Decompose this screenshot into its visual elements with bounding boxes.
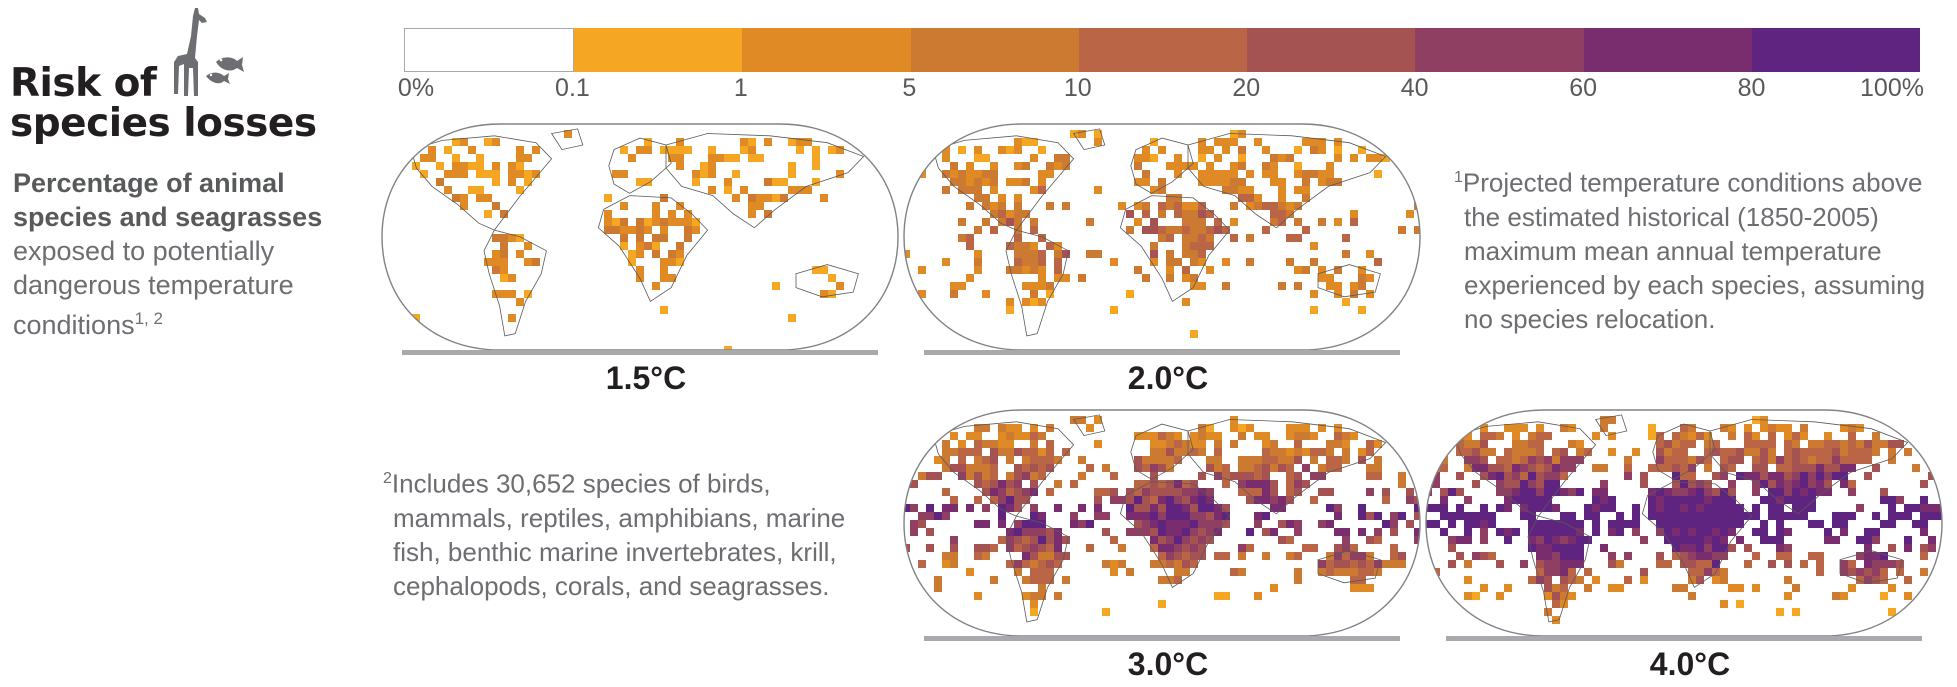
legend-tick-label: 60 bbox=[1569, 74, 1598, 102]
legend-color-bar bbox=[404, 28, 1920, 72]
legend-tick-label: 1 bbox=[733, 74, 748, 102]
legend-tick-label: 0.1 bbox=[555, 74, 590, 102]
map-baseline bbox=[402, 350, 878, 355]
legend-tick-label: 0% bbox=[397, 74, 435, 102]
world-map bbox=[381, 123, 899, 351]
footnote-2-marker: 2 bbox=[383, 470, 392, 487]
warming-level-label: 1.5°C bbox=[605, 360, 687, 396]
footnote-2: 2Includes 30,652 species of birds, mamma… bbox=[383, 462, 845, 603]
page-title: Risk of species losses bbox=[10, 64, 317, 144]
legend-tick-label: 20 bbox=[1232, 74, 1261, 102]
title-line-2: species losses bbox=[10, 101, 317, 146]
world-map bbox=[903, 409, 1421, 637]
title-line-1: Risk of bbox=[10, 61, 157, 106]
subtitle-line-3: exposed to potentially bbox=[13, 236, 275, 266]
legend-swatch bbox=[910, 28, 1079, 72]
footnote-1-line-2: the estimated historical (1850-2005) bbox=[1464, 201, 1879, 232]
map-baseline bbox=[924, 350, 1400, 355]
subtitle-bold-line-2: species and seagrasses bbox=[13, 202, 323, 232]
footnote-1-line-1: 1Projected temperature conditions above bbox=[1454, 161, 1925, 200]
map-description: Percentage of animal species and seagras… bbox=[13, 166, 343, 342]
footnote-2-line-3: fish, benthic marine invertebrates, kril… bbox=[393, 536, 837, 567]
warming-level-label: 3.0°C bbox=[1127, 646, 1209, 682]
footnote-1-marker: 1 bbox=[1454, 169, 1463, 186]
legend-swatch bbox=[1247, 28, 1416, 72]
legend-tick-label: 80 bbox=[1737, 74, 1766, 102]
footnote-1-line-3: maximum mean annual temperature bbox=[1464, 235, 1882, 266]
legend-tick-label: 40 bbox=[1400, 74, 1429, 102]
footnote-1-line-4: experienced by each species, assuming bbox=[1464, 269, 1926, 300]
legend-swatch bbox=[1415, 28, 1584, 72]
legend-tick-label: 5 bbox=[902, 74, 917, 102]
subtitle-footnote-refs: 1, 2 bbox=[134, 309, 163, 328]
map-baseline bbox=[924, 636, 1400, 641]
subtitle-line-5-text: conditions bbox=[13, 310, 135, 340]
world-map bbox=[1425, 409, 1943, 637]
legend-swatch bbox=[1751, 28, 1920, 72]
legend-swatch bbox=[1583, 28, 1752, 72]
risk-map-2 bbox=[902, 122, 1422, 352]
legend-swatch bbox=[404, 28, 575, 72]
legend-tick-label: 100% bbox=[1860, 74, 1924, 102]
footnote-1: 1Projected temperature conditions above … bbox=[1454, 161, 1925, 336]
giraffe-and-fish-icon bbox=[174, 8, 244, 96]
world-map bbox=[903, 123, 1421, 351]
risk-map-1 bbox=[380, 122, 900, 352]
map-baseline bbox=[1446, 636, 1922, 641]
warming-level-label: 2.0°C bbox=[1127, 360, 1209, 396]
footnote-2-line-4: cephalopods, corals, and seagrasses. bbox=[393, 570, 830, 601]
legend-swatch bbox=[574, 28, 743, 72]
subtitle-bold-line-1: Percentage of animal bbox=[13, 168, 285, 198]
warming-level-label: 4.0°C bbox=[1649, 646, 1731, 682]
legend-swatch bbox=[1078, 28, 1248, 72]
risk-map-4 bbox=[1424, 408, 1944, 638]
legend-tick-label: 10 bbox=[1063, 74, 1092, 102]
footnote-1-line-5: no species relocation. bbox=[1464, 303, 1716, 334]
risk-map-3 bbox=[902, 408, 1422, 638]
footnote-2-line-1-text: Includes 30,652 species of birds, bbox=[391, 468, 771, 499]
subtitle-line-4: dangerous temperature bbox=[13, 270, 294, 300]
legend-swatch bbox=[742, 28, 911, 72]
footnote-2-line-1: 2Includes 30,652 species of birds, bbox=[383, 462, 845, 501]
subtitle-line-5: conditions1, 2 bbox=[13, 302, 343, 342]
color-legend bbox=[404, 28, 1920, 72]
footnote-2-line-2: mammals, reptiles, amphibians, marine bbox=[393, 502, 846, 533]
footnote-1-line-1-text: Projected temperature conditions above bbox=[1462, 167, 1923, 198]
